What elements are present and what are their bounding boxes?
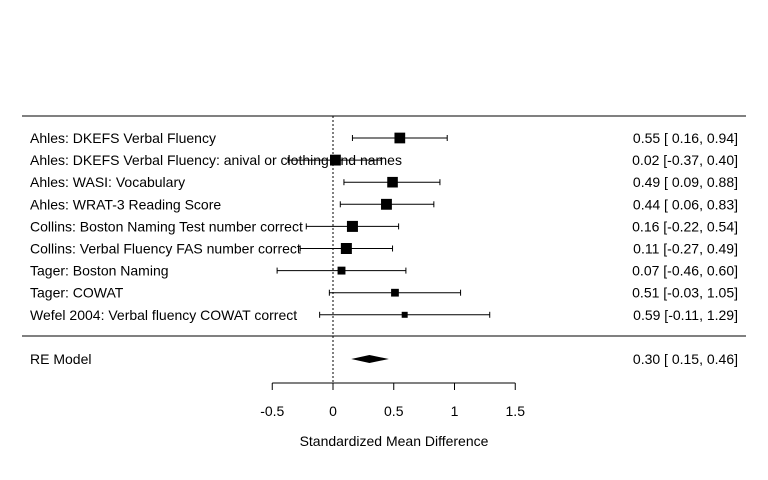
ci-text: 0.02 [-0.37, 0.40] — [632, 152, 738, 168]
study-row: Tager: Boston Naming 0.07 [-0.46, 0.60] — [30, 263, 738, 279]
ci-text: 0.16 [-0.22, 0.54] — [632, 218, 738, 234]
study-row: Ahles: WRAT-3 Reading Score 0.44 [ 0.06, … — [30, 196, 738, 212]
ci-text: 0.07 [-0.46, 0.60] — [632, 263, 738, 279]
ci-text: 0.59 [-0.11, 1.29] — [633, 307, 738, 323]
ci-text: 0.55 [ 0.16, 0.94] — [633, 130, 738, 146]
study-label: Ahles: DKEFS Verbal Fluency — [30, 130, 216, 146]
point-estimate-marker — [394, 132, 406, 144]
study-row: Tager: COWAT 0.51 [-0.03, 1.05] — [30, 285, 738, 301]
study-label: Collins: Verbal Fluency FAS number corre… — [30, 241, 301, 257]
ci-text: 0.11 [-0.27, 0.49] — [633, 241, 738, 257]
study-row: Ahles: DKEFS Verbal Fluency 0.55 [ 0.16, … — [30, 130, 738, 146]
point-estimate-marker — [401, 311, 408, 318]
study-label: Tager: Boston Naming — [30, 263, 169, 279]
study-row: Wefel 2004: Verbal fluency COWAT correct… — [30, 307, 738, 323]
point-estimate-marker — [391, 288, 399, 297]
point-estimate-marker — [337, 266, 346, 275]
x-axis: -0.5 0 0.5 1 1.5 — [260, 382, 526, 419]
x-axis-label: Standardized Mean Difference — [300, 433, 489, 449]
x-tick-label: 1 — [451, 403, 459, 419]
study-label: Tager: COWAT — [30, 285, 124, 301]
x-tick-label: 0 — [329, 403, 337, 419]
summary-diamond — [351, 355, 389, 363]
study-rows: Ahles: DKEFS Verbal Fluency 0.55 [ 0.16, … — [30, 130, 738, 323]
x-tick-label: -0.5 — [260, 403, 284, 419]
study-row: Ahles: DKEFS Verbal Fluency: anival or c… — [30, 152, 738, 168]
study-label: Collins: Boston Naming Test number corre… — [30, 218, 303, 234]
point-estimate-marker — [387, 176, 398, 188]
summary-row: RE Model 0.30 [ 0.15, 0.46] — [30, 351, 738, 367]
study-label: Ahles: WASI: Vocabulary — [30, 174, 185, 190]
x-tick-label: 0.5 — [384, 403, 404, 419]
point-estimate-marker — [330, 154, 341, 166]
study-row: Collins: Verbal Fluency FAS number corre… — [30, 241, 738, 257]
point-estimate-marker — [340, 243, 352, 254]
point-estimate-marker — [346, 220, 358, 232]
study-label: Ahles: WRAT-3 Reading Score — [30, 196, 221, 212]
ci-text: 0.51 [-0.03, 1.05] — [632, 285, 738, 301]
study-label: Wefel 2004: Verbal fluency COWAT correct — [30, 307, 297, 323]
x-tick-label: 1.5 — [506, 403, 526, 419]
study-row: Ahles: WASI: Vocabulary 0.49 [ 0.09, 0.88… — [30, 174, 738, 190]
ci-text: 0.49 [ 0.09, 0.88] — [633, 174, 738, 190]
study-label: Ahles: DKEFS Verbal Fluency: anival or c… — [30, 152, 402, 168]
ci-text: 0.44 [ 0.06, 0.83] — [633, 196, 738, 212]
study-row: Collins: Boston Naming Test number corre… — [30, 218, 738, 234]
summary-label: RE Model — [30, 351, 91, 367]
summary-ci-text: 0.30 [ 0.15, 0.46] — [633, 351, 738, 367]
point-estimate-marker — [381, 198, 392, 210]
